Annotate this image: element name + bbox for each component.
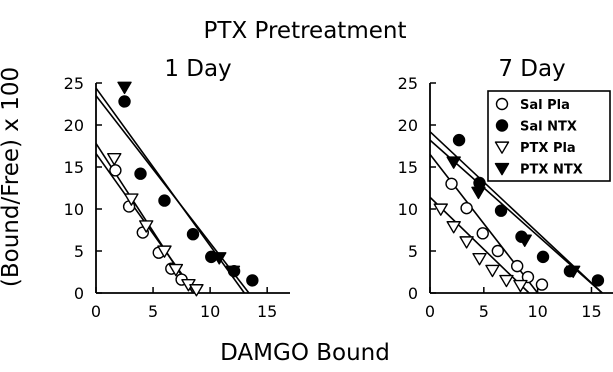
data-point: [591, 274, 605, 287]
legend-marker: [494, 162, 510, 176]
data-point: [510, 259, 524, 273]
y-tick-label: 0: [74, 284, 84, 303]
data-point: [535, 278, 549, 291]
panel-subtitle: 7 Day: [498, 56, 565, 82]
x-tick-label: 15: [581, 302, 601, 321]
data-point: [459, 236, 474, 249]
data-point: [109, 164, 122, 177]
x-tick-label: 0: [425, 302, 435, 321]
data-point: [513, 279, 528, 293]
y-tick-label: 10: [398, 200, 418, 219]
y-tick-label: 5: [408, 242, 418, 261]
data-point: [494, 204, 508, 217]
data-point: [476, 227, 489, 240]
data-point: [517, 234, 532, 247]
data-point: [134, 167, 147, 180]
data-point: [452, 133, 466, 147]
data-point: [246, 274, 259, 287]
y-tick-label: 5: [74, 242, 84, 261]
x-tick-label: 10: [200, 302, 220, 321]
data-point: [186, 227, 200, 241]
y-tick-label: 20: [398, 116, 418, 135]
y-tick-label: 15: [64, 158, 84, 177]
y-tick-label: 0: [408, 284, 418, 303]
data-point: [225, 265, 241, 279]
x-tick-label: 10: [527, 302, 547, 321]
data-point: [117, 81, 132, 95]
data-point: [445, 177, 458, 191]
data-point: [491, 244, 505, 258]
y-tick-label: 10: [64, 200, 84, 219]
panel-7-day: 7 Day 0 5 10 15 20 25 0 5 10 15 Sal Pla Sal NTX PTX …: [398, 56, 613, 321]
legend: Sal Pla Sal NTX PTX Pla PTX NTX: [487, 90, 611, 182]
legend-label: PTX NTX: [520, 163, 583, 178]
legend-box: [487, 90, 611, 182]
panel-1-day: 1 Day 0 5 10 15 20 25 0 5 10 15: [64, 56, 290, 321]
data-point: [158, 194, 171, 207]
y-tick-label: 20: [64, 116, 84, 135]
data-point: [460, 201, 473, 215]
data-point: [521, 270, 535, 284]
data-point: [118, 95, 131, 108]
legend-label: PTX Pla: [520, 141, 576, 156]
data-point: [471, 186, 486, 200]
x-tick-label: 15: [257, 302, 277, 321]
data-point: [107, 153, 122, 166]
data-point: [189, 284, 204, 297]
legend-marker: [494, 141, 510, 154]
data-point: [139, 220, 154, 233]
legend-label: Sal NTX: [520, 120, 577, 135]
data-point: [433, 203, 448, 216]
figure-title: PTX Pretreatment: [204, 18, 407, 44]
data-point: [157, 245, 172, 258]
data-point: [124, 193, 139, 206]
y-tick-label: 15: [398, 158, 418, 177]
x-tick-label: 5: [148, 302, 158, 321]
panel-subtitle: 1 Day: [164, 56, 231, 82]
data-point: [536, 250, 550, 264]
legend-marker: [495, 97, 509, 111]
data-point: [472, 252, 487, 266]
data-point: [212, 252, 227, 265]
x-tick-label: 0: [91, 302, 101, 321]
x-axis-label: DAMGO Bound: [220, 340, 390, 366]
data-point: [565, 265, 581, 279]
data-point: [446, 156, 461, 169]
y-axis-label: (Bound/Free) x 100: [0, 67, 24, 287]
y-tick-label: 25: [398, 74, 418, 93]
data-point: [446, 221, 461, 234]
data-point: [168, 263, 184, 277]
y-tick-label: 25: [64, 74, 84, 93]
regression-line: [95, 87, 246, 294]
legend-label: Sal Pla: [520, 98, 570, 113]
data-point: [499, 274, 514, 288]
data-point: [485, 264, 500, 278]
legend-marker: [495, 119, 509, 132]
x-tick-label: 5: [479, 302, 489, 321]
